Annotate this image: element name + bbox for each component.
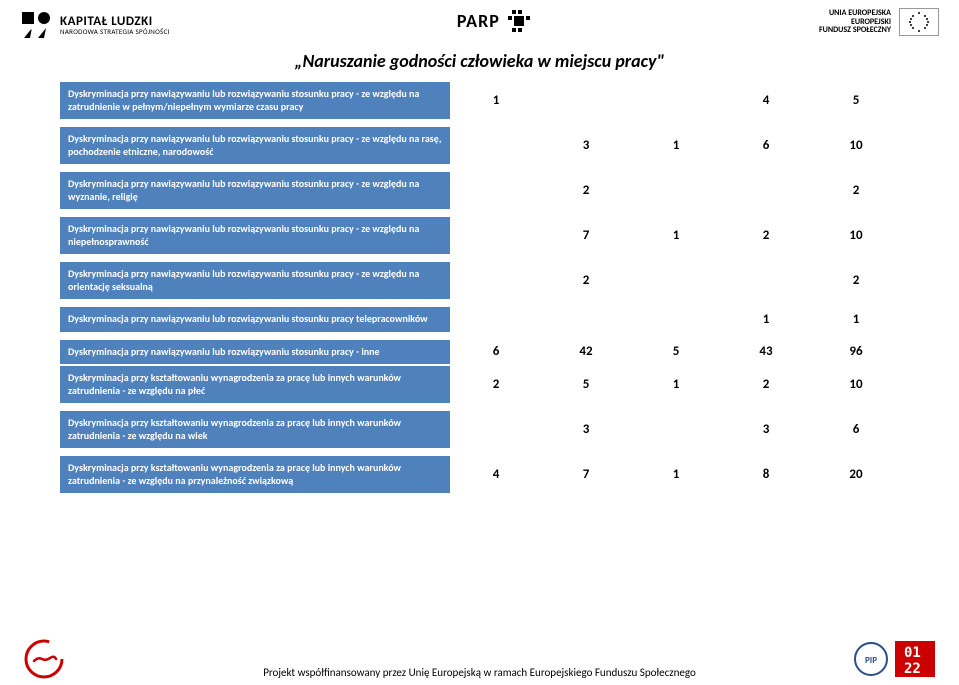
row-value: 1 <box>452 82 540 119</box>
data-table: Dyskryminacja przy nawiązywaniu lub rozw… <box>58 80 902 495</box>
table-row: Dyskryminacja przy nawiązywaniu lub rozw… <box>60 307 900 332</box>
parp-icon <box>506 8 532 34</box>
logo-parp: PARP <box>457 8 532 34</box>
kl-line2: NARODOWA STRATEGIA SPÓJNOŚCI <box>60 28 170 35</box>
table-row: Dyskryminacja przy kształtowaniu wynagro… <box>60 366 900 403</box>
row-value <box>452 411 540 448</box>
header-bar: KAPITAŁ LUDZKI NARODOWA STRATEGIA SPÓJNO… <box>0 0 959 46</box>
row-value: 2 <box>722 366 810 403</box>
table-row: Dyskryminacja przy nawiązywaniu lub rozw… <box>60 82 900 119</box>
row-label: Dyskryminacja przy nawiązywaniu lub rozw… <box>60 307 450 332</box>
svg-text:PIP: PIP <box>865 655 877 666</box>
handshake-icon <box>24 639 64 679</box>
row-label: Dyskryminacja przy kształtowaniu wynagro… <box>60 366 450 403</box>
row-value: 3 <box>542 127 630 164</box>
row-value: 1 <box>632 456 720 493</box>
table-row: Dyskryminacja przy nawiązywaniu lub rozw… <box>60 217 900 254</box>
row-value: 3 <box>722 411 810 448</box>
data-table-wrap: Dyskryminacja przy nawiązywaniu lub rozw… <box>0 80 959 495</box>
dz-logo-icon: 01 22 <box>895 641 935 677</box>
row-value: 5 <box>632 340 720 365</box>
row-value: 6 <box>452 340 540 365</box>
row-label: Dyskryminacja przy nawiązywaniu lub rozw… <box>60 127 450 164</box>
row-value: 20 <box>812 456 900 493</box>
row-value: 1 <box>722 307 810 332</box>
row-value: 4 <box>722 82 810 119</box>
table-row: Dyskryminacja przy nawiązywaniu lub rozw… <box>60 172 900 209</box>
row-value <box>722 172 810 209</box>
table-row: Dyskryminacja przy kształtowaniu wynagro… <box>60 411 900 448</box>
footer-bar: Projekt współfinansowany przez Unię Euro… <box>0 666 959 679</box>
row-value: 2 <box>812 172 900 209</box>
row-value: 5 <box>812 82 900 119</box>
row-label: Dyskryminacja przy nawiązywaniu lub rozw… <box>60 262 450 299</box>
row-value: 96 <box>812 340 900 365</box>
svg-text:22: 22 <box>904 661 921 677</box>
row-label: Dyskryminacja przy nawiązywaniu lub rozw… <box>60 217 450 254</box>
eu-flag-icon <box>899 8 939 36</box>
footer-right-logos: PIP 01 22 <box>853 641 935 677</box>
row-value <box>452 217 540 254</box>
parp-text: PARP <box>457 10 500 32</box>
pip-logo-icon: PIP <box>853 641 889 677</box>
table-row: Dyskryminacja przy nawiązywaniu lub rozw… <box>60 262 900 299</box>
row-value: 4 <box>452 456 540 493</box>
row-label: Dyskryminacja przy kształtowaniu wynagro… <box>60 411 450 448</box>
row-value: 2 <box>722 217 810 254</box>
row-value <box>452 127 540 164</box>
table-row: Dyskryminacja przy kształtowaniu wynagro… <box>60 456 900 493</box>
table-row: Dyskryminacja przy nawiązywaniu lub rozw… <box>60 127 900 164</box>
row-value: 10 <box>812 217 900 254</box>
row-label: Dyskryminacja przy nawiązywaniu lub rozw… <box>60 82 450 119</box>
svg-text:01: 01 <box>904 645 921 661</box>
row-value: 10 <box>812 366 900 403</box>
row-value <box>632 172 720 209</box>
row-value: 43 <box>722 340 810 365</box>
row-label: Dyskryminacja przy kształtowaniu wynagro… <box>60 456 450 493</box>
row-value <box>632 262 720 299</box>
row-label: Dyskryminacja przy nawiązywaniu lub rozw… <box>60 172 450 209</box>
eu-line3: FUNDUSZ SPOŁECZNY <box>819 26 891 35</box>
page-title: „Naruszanie godności człowieka w miejscu… <box>0 50 959 72</box>
row-value: 42 <box>542 340 630 365</box>
logo-kapital-ludzki: KAPITAŁ LUDZKI NARODOWA STRATEGIA SPÓJNO… <box>20 8 170 42</box>
row-value <box>632 411 720 448</box>
row-value <box>632 82 720 119</box>
row-value: 2 <box>452 366 540 403</box>
row-value: 2 <box>542 262 630 299</box>
row-value: 1 <box>632 127 720 164</box>
row-value: 7 <box>542 217 630 254</box>
footer-text: Projekt współfinansowany przez Unię Euro… <box>263 666 696 679</box>
row-value: 7 <box>542 456 630 493</box>
row-value <box>452 262 540 299</box>
row-value <box>542 82 630 119</box>
table-row: Dyskryminacja przy nawiązywaniu lub rozw… <box>60 340 900 365</box>
row-value: 3 <box>542 411 630 448</box>
kapital-ludzki-icon <box>20 8 54 42</box>
row-value <box>452 172 540 209</box>
row-value: 8 <box>722 456 810 493</box>
row-value: 6 <box>722 127 810 164</box>
row-value <box>722 262 810 299</box>
row-value: 1 <box>812 307 900 332</box>
row-value: 2 <box>812 262 900 299</box>
row-value: 10 <box>812 127 900 164</box>
row-value: 1 <box>632 217 720 254</box>
row-value <box>452 307 540 332</box>
row-value: 2 <box>542 172 630 209</box>
row-value: 1 <box>632 366 720 403</box>
row-value: 5 <box>542 366 630 403</box>
row-value <box>542 307 630 332</box>
logo-eu: UNIA EUROPEJSKA EUROPEJSKI FUNDUSZ SPOŁE… <box>819 8 939 36</box>
row-label: Dyskryminacja przy nawiązywaniu lub rozw… <box>60 340 450 365</box>
row-value <box>632 307 720 332</box>
row-value: 6 <box>812 411 900 448</box>
